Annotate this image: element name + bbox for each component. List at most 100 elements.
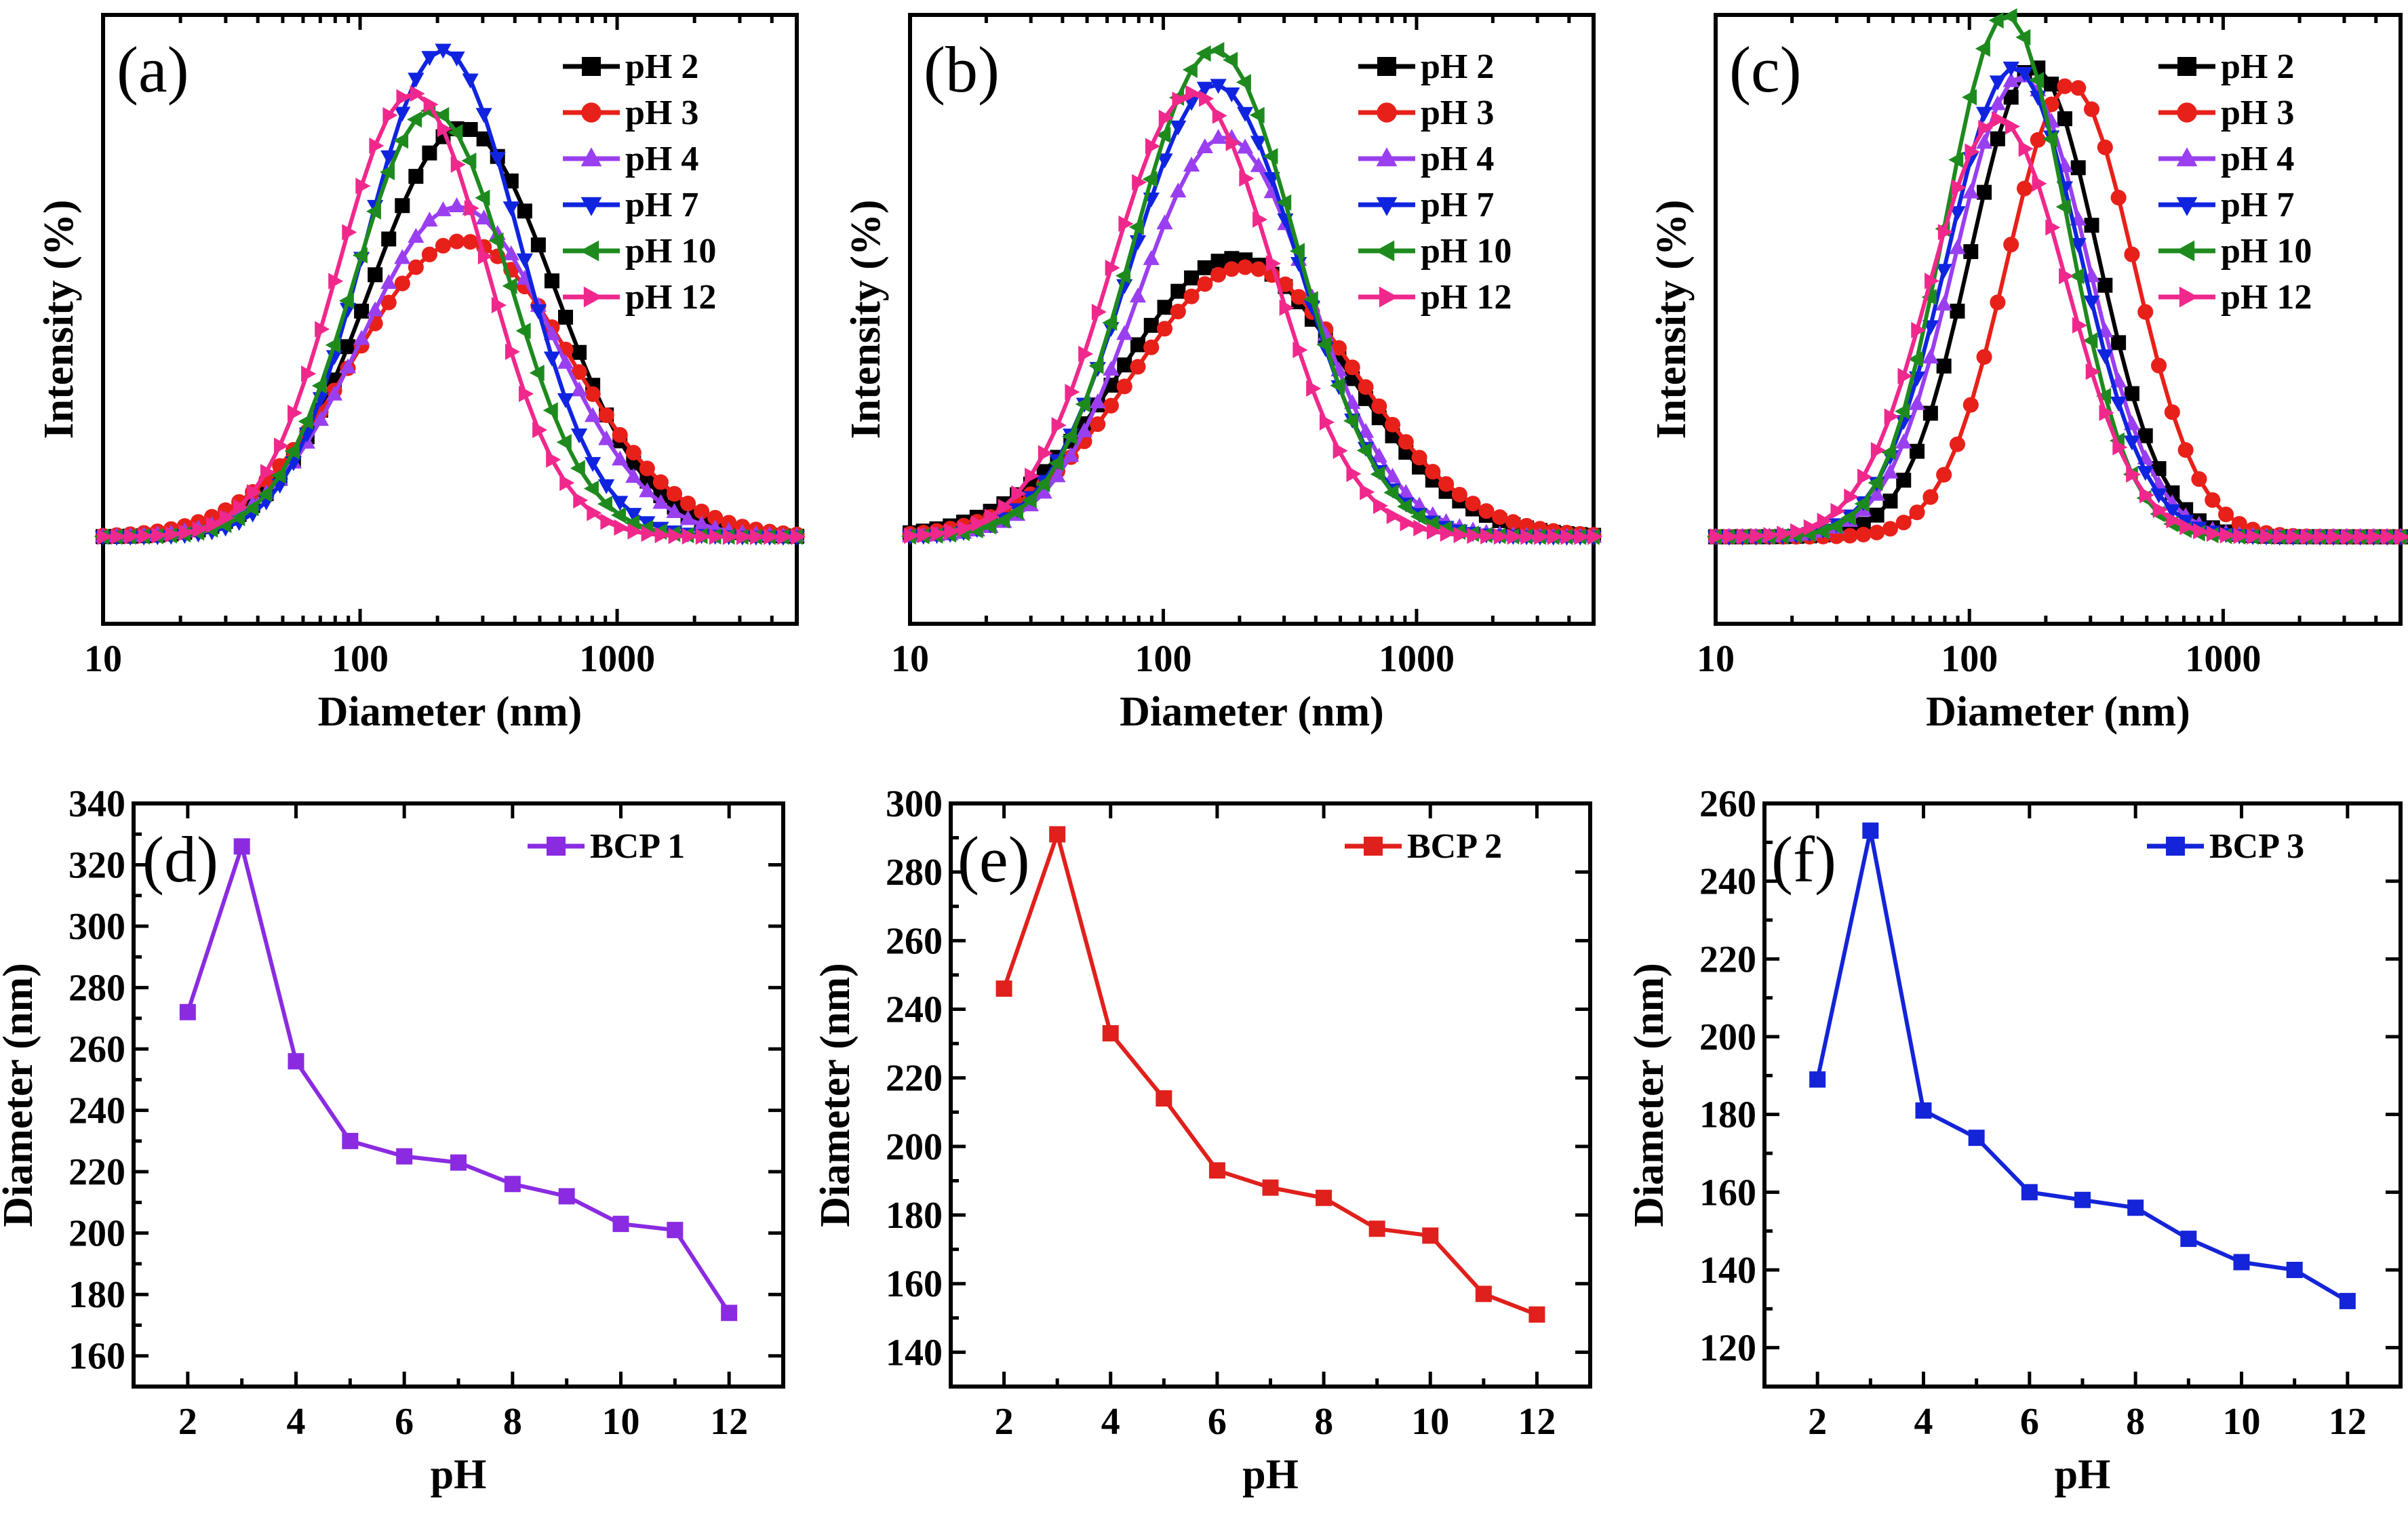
data-point: [1467, 527, 1482, 544]
data-point: [1196, 45, 1211, 62]
data-point: [1790, 523, 1806, 540]
data-point: [394, 275, 410, 292]
x-tick-label: 4: [1101, 1401, 1120, 1443]
chart-panel-f: 2 4 6 8 10 12 120 140 160 180 200 220 240 260 pH Diamet…: [1626, 783, 2403, 1498]
data-point: [1587, 528, 1603, 545]
legend-label: pH 12: [1421, 278, 1512, 317]
data-point: [2139, 487, 2154, 504]
chart-panel-b: 10 100 1000 Diameter (nm) Intensity (%) (b) pH…: [843, 13, 1603, 735]
data-point: [2045, 219, 2061, 236]
data-point: [1990, 294, 2006, 311]
data-point: [570, 429, 588, 444]
data-point: [1925, 273, 1940, 290]
data-point: [1088, 357, 1104, 374]
data-point: [1881, 444, 1897, 461]
data-point: [1156, 127, 1171, 144]
x-tick-label: 2: [1808, 1401, 1827, 1443]
data-point: [625, 508, 642, 523]
data-point: [1534, 528, 1550, 545]
data-point: [2164, 404, 2180, 420]
data-point: [205, 517, 221, 534]
data-point: [2217, 506, 2234, 523]
data-point: [354, 303, 370, 319]
data-point: [2097, 349, 2114, 365]
data-point: [1145, 138, 1160, 155]
data-point: [1075, 395, 1090, 413]
data-point: [1143, 250, 1160, 265]
data-point: [1210, 254, 1226, 269]
y-tick-label: 200: [886, 1126, 943, 1168]
data-point: [502, 245, 519, 260]
data-point: [339, 358, 357, 374]
data-point: [464, 200, 479, 217]
data-point: [721, 1305, 738, 1321]
legend-label: pH 2: [1421, 47, 1494, 86]
data-point: [1292, 341, 1308, 359]
y-tick-label: 280: [886, 852, 943, 894]
data-point: [380, 274, 397, 290]
data-point: [462, 121, 478, 137]
plot-frame: [1714, 13, 2403, 626]
data-point: [1118, 215, 1134, 233]
data-point: [1210, 266, 1227, 283]
data-point: [1397, 498, 1413, 515]
legend-marker: [1377, 102, 1397, 123]
data-point: [1196, 81, 1213, 97]
y-tick-label: 180: [68, 1274, 125, 1316]
panel-label: (b): [924, 33, 1000, 106]
series-line: [1815, 830, 2349, 1303]
data-point: [1528, 1306, 1545, 1323]
data-point: [367, 301, 384, 317]
data-point: [1896, 473, 1912, 488]
data-point: [1089, 393, 1106, 409]
data-point: [461, 152, 477, 170]
data-point: [1803, 519, 1819, 536]
data-point: [2354, 528, 2369, 545]
data-point: [1330, 377, 1345, 394]
data-point: [542, 402, 558, 419]
x-tick-label: 8: [2126, 1401, 2145, 1443]
data-point: [1316, 1189, 1333, 1206]
data-point: [284, 443, 300, 460]
legend-label: pH 3: [1421, 94, 1494, 132]
data-point: [1184, 270, 1200, 285]
data-point: [627, 523, 643, 540]
data-point: [1817, 513, 1832, 530]
series-line: [185, 839, 731, 1315]
y-tick-label: 260: [68, 1029, 125, 1071]
data-point: [1075, 422, 1093, 437]
data-point: [1398, 434, 1414, 450]
data-point: [1143, 317, 1159, 333]
data-point: [1814, 523, 1830, 540]
data-point: [707, 510, 724, 526]
data-point: [1130, 337, 1145, 353]
data-point: [1049, 826, 1066, 843]
data-point: [695, 528, 711, 545]
data-point: [2069, 268, 2085, 285]
data-point: [1319, 414, 1335, 431]
data-point: [504, 1176, 521, 1193]
data-point: [257, 485, 273, 502]
data-point: [639, 460, 655, 477]
legend-marker: [1375, 240, 1395, 262]
data-point: [2273, 528, 2289, 545]
data-point: [2126, 466, 2141, 483]
data-point: [340, 339, 356, 355]
legend-label: pH 2: [625, 47, 698, 86]
data-point: [1276, 194, 1292, 211]
data-point: [475, 108, 492, 123]
data-point: [1223, 87, 1240, 103]
data-point: [1078, 345, 1094, 363]
data-point: [2193, 523, 2209, 540]
data-point: [230, 509, 245, 527]
data-point: [1965, 143, 1980, 160]
data-point: [1236, 74, 1251, 91]
data-point: [396, 1148, 413, 1165]
data-point: [353, 330, 370, 345]
data-point: [2150, 488, 2167, 504]
data-point: [1809, 1071, 1826, 1088]
data-point: [666, 485, 683, 502]
data-point: [1922, 349, 1939, 364]
x-tick-label: 2: [178, 1401, 197, 1443]
x-tick-label: 10: [602, 1401, 640, 1443]
